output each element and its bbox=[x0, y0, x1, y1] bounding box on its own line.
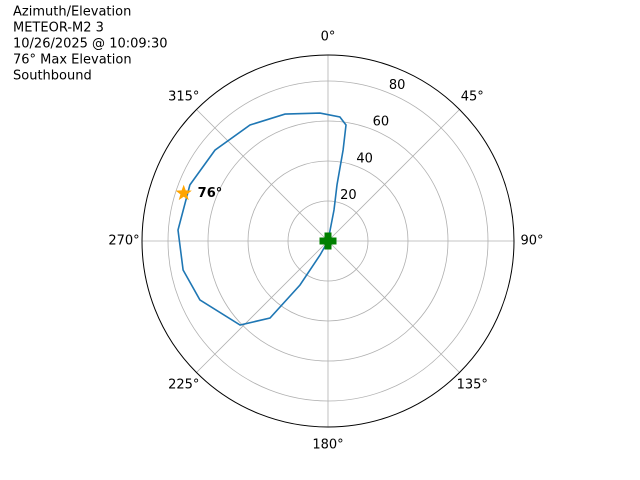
max-marker bbox=[175, 184, 192, 201]
radial-tick-label: 20 bbox=[340, 188, 357, 203]
max-label: 76° bbox=[198, 186, 223, 201]
title-line: 10/26/2025 @ 10:09:30 bbox=[13, 37, 168, 52]
grid-spoke bbox=[327, 240, 460, 373]
outer-frame bbox=[141, 54, 515, 428]
angle-tick-label: 0° bbox=[321, 30, 336, 45]
radial-tick-label: 80 bbox=[389, 78, 406, 93]
grid-spoke bbox=[327, 109, 460, 242]
trajectory bbox=[177, 112, 347, 326]
angle-tick-label: 225° bbox=[168, 378, 199, 393]
start-marker bbox=[319, 232, 337, 250]
title-line: METEOR-M2 3 bbox=[13, 21, 104, 36]
grid-spoke bbox=[196, 109, 329, 242]
angle-tick-label: 45° bbox=[461, 89, 484, 104]
title-line: 76° Max Elevation bbox=[13, 53, 132, 68]
angle-tick-label: 135° bbox=[457, 378, 488, 393]
title-line: Azimuth/Elevation bbox=[13, 5, 131, 20]
angle-tick-label: 315° bbox=[168, 89, 199, 104]
radial-tick-label: 40 bbox=[356, 151, 373, 166]
radial-tick-label: 60 bbox=[373, 115, 390, 130]
angle-tick-label: 90° bbox=[520, 234, 543, 249]
title-line: Southbound bbox=[13, 69, 92, 84]
angle-tick-label: 270° bbox=[108, 234, 139, 249]
grid-spoke bbox=[196, 240, 329, 373]
angle-tick-label: 180° bbox=[312, 438, 343, 453]
